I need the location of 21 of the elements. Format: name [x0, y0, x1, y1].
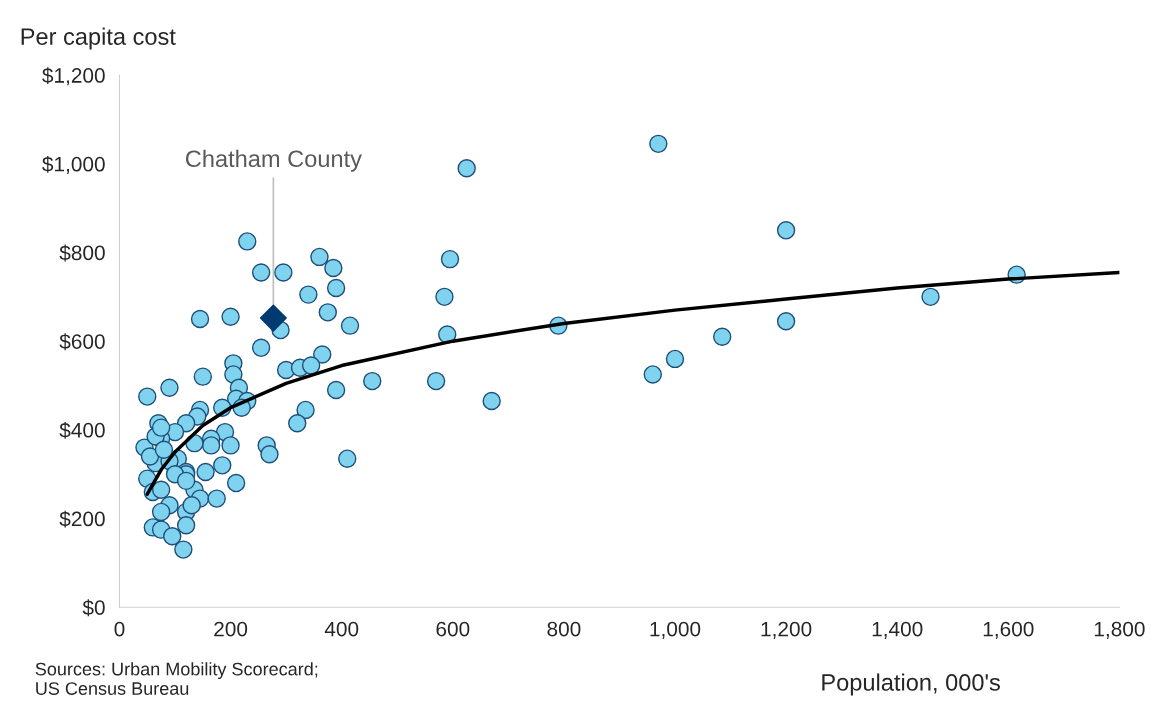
- y-tick-label: $600: [59, 333, 105, 351]
- x-tick-label: 1,200: [761, 621, 812, 639]
- y-tick-label: $200: [59, 510, 105, 528]
- x-tick-label: 1,800: [1094, 621, 1145, 639]
- y-tick-label: $1,000: [42, 155, 105, 175]
- y-axis-title: Per capita cost: [21, 27, 176, 50]
- x-axis-title: Population, 000's: [822, 673, 1000, 696]
- x-tick-label: 200: [214, 621, 248, 637]
- annotation: Chatham County: [185, 149, 362, 172]
- x-tick-label: 800: [547, 621, 581, 637]
- y-tick-label: $1,200: [42, 67, 105, 86]
- x-tick-label: 0: [114, 621, 125, 637]
- x-tick-label: 400: [324, 621, 359, 637]
- y-tick-label: $800: [59, 244, 105, 262]
- x-tick-label: 600: [436, 621, 470, 637]
- y-tick-label: $400: [59, 421, 105, 439]
- x-tick-label: 1,000: [650, 621, 701, 639]
- x-tick-label: 1,600: [983, 621, 1034, 639]
- x-tick-label: 1,400: [872, 621, 923, 639]
- y-tick-label: $0: [82, 599, 105, 617]
- source-note: Sources: Urban Mobility Scorecard; US Census Bureau: [35, 662, 318, 695]
